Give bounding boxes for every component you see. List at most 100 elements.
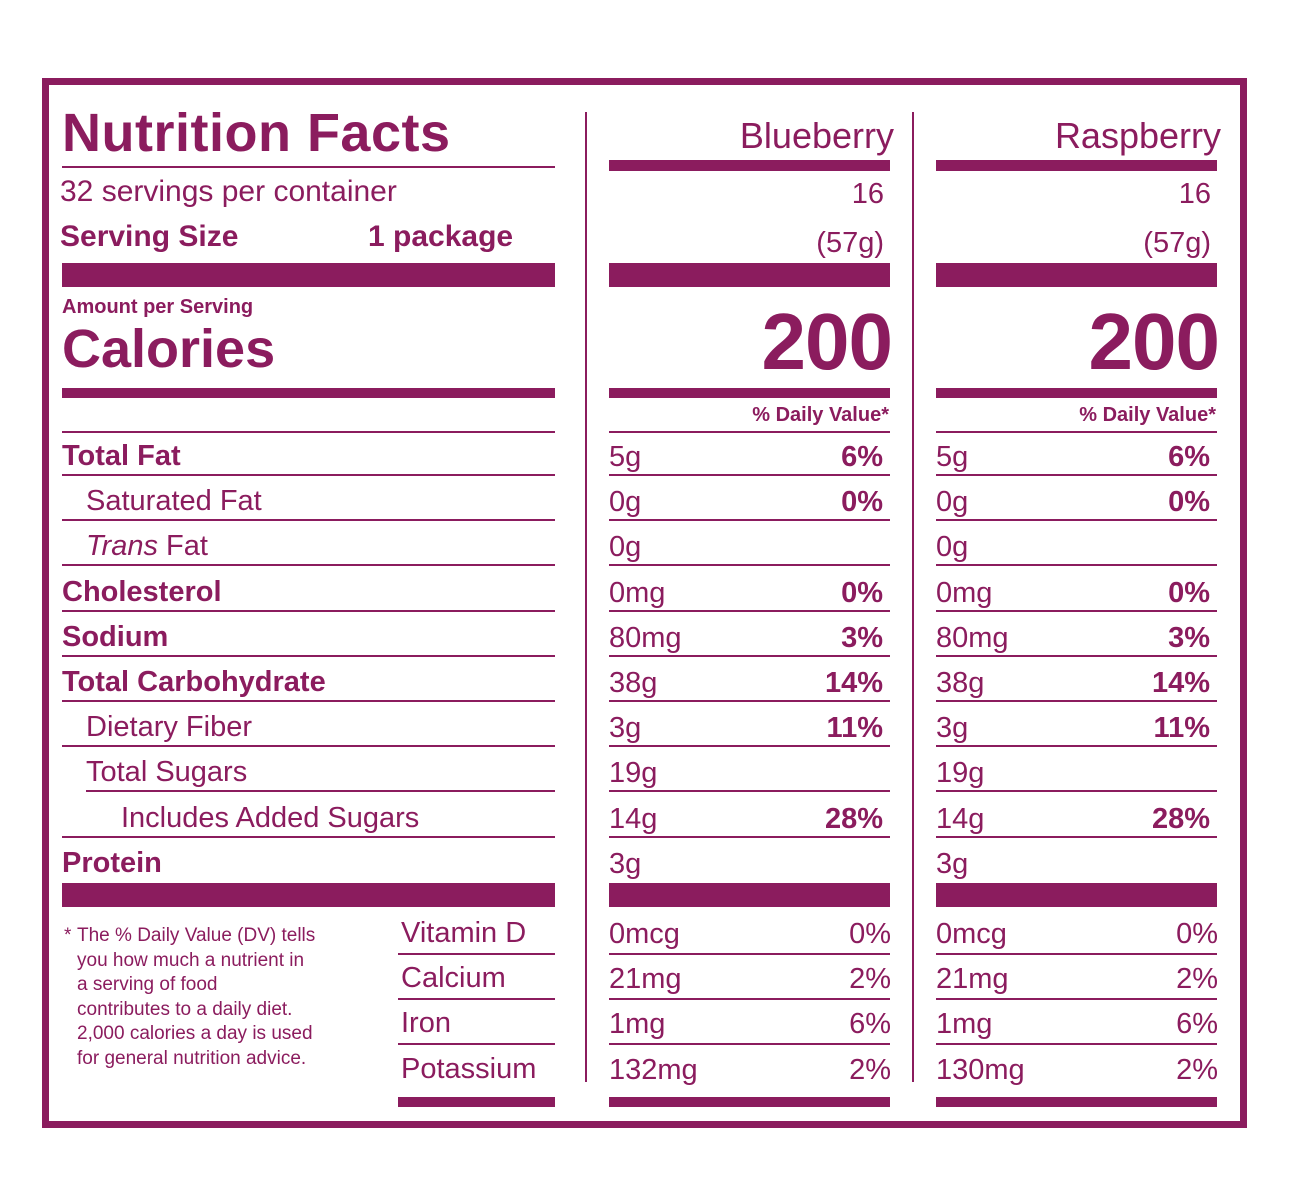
- divider: [62, 519, 555, 521]
- daily-value-header-blueberry: % Daily Value*: [752, 404, 889, 426]
- vitamin-amount: 1mg: [936, 1008, 993, 1040]
- vitamin-amount: 0mcg: [936, 918, 1007, 950]
- vitamin-label: Iron: [401, 1007, 451, 1039]
- bottom-bar: [398, 1097, 555, 1107]
- nutrient-amount: 19g: [936, 757, 985, 789]
- bottom-bar: [936, 1097, 1217, 1107]
- thick-bar: [62, 263, 555, 287]
- column-name-blueberry: Blueberry: [739, 115, 894, 156]
- nutrient-amount: 14g: [609, 803, 658, 835]
- thick-bar: [62, 883, 555, 907]
- serving-size-label: Serving Size: [60, 220, 239, 253]
- nutrient-daily-value: 6%: [841, 441, 883, 473]
- nutrient-label: Trans Fat: [86, 532, 208, 561]
- nutrient-daily-value: 0%: [1168, 486, 1210, 518]
- nutrient-amount: 0g: [609, 531, 642, 563]
- divider: [609, 474, 890, 476]
- nutrient-daily-value: 0%: [841, 486, 883, 518]
- nutrient-label-italic: Trans: [86, 530, 158, 562]
- nutrient-amount: 3g: [609, 712, 642, 744]
- divider: [62, 836, 555, 838]
- nutrient-label: Total Sugars: [86, 756, 248, 788]
- vitamin-amount: 0mcg: [609, 918, 680, 950]
- nutrient-amount: 38g: [936, 667, 985, 699]
- thick-bar: [609, 883, 890, 907]
- divider: [86, 790, 555, 792]
- vitamin-amount: 132mg: [609, 1054, 698, 1086]
- divider: [609, 836, 890, 838]
- divider: [936, 745, 1217, 747]
- divider: [936, 474, 1217, 476]
- divider: [62, 655, 555, 657]
- nutrient-daily-value: 11%: [1153, 712, 1210, 744]
- column-separator: [585, 112, 587, 1082]
- divider: [62, 700, 555, 702]
- nutrient-daily-value: 3%: [1168, 622, 1210, 654]
- divider: [62, 610, 555, 612]
- divider: [609, 790, 890, 792]
- thick-bar: [609, 263, 890, 287]
- nutrient-label: Cholesterol: [62, 576, 222, 608]
- nutrient-daily-value: 3%: [841, 622, 883, 654]
- servings-raspberry: 16: [1178, 178, 1211, 210]
- nutrient-daily-value: 28%: [1151, 803, 1210, 835]
- divider: [936, 519, 1217, 521]
- amount-per-serving: Amount per Serving: [62, 296, 254, 318]
- thick-bar: [936, 263, 1217, 287]
- divider: [62, 166, 555, 168]
- nutrient-label: Total Carbohydrate: [62, 666, 326, 698]
- footnote-line: for general nutrition advice.: [77, 1047, 307, 1069]
- nutrient-label: Total Fat: [62, 440, 181, 472]
- nutrient-daily-value: 28%: [824, 803, 883, 835]
- calories-label: Calories: [62, 319, 276, 379]
- divider: [936, 700, 1217, 702]
- nutrient-amount: 19g: [609, 757, 658, 789]
- vitamin-daily-value: 6%: [849, 1008, 891, 1040]
- label-frame: [42, 78, 1247, 1128]
- calories-blueberry: 200: [761, 297, 893, 386]
- footnote-line: contributes to a daily diet.: [77, 998, 293, 1020]
- divider: [936, 836, 1217, 838]
- servings-blueberry: 16: [851, 178, 884, 210]
- nutrient-amount: 5g: [609, 441, 642, 473]
- title: Nutrition Facts: [62, 103, 451, 163]
- nutrient-amount: 0mg: [609, 577, 666, 609]
- divider: [936, 998, 1217, 1000]
- divider: [936, 790, 1217, 792]
- nutrient-amount: 0g: [609, 486, 642, 518]
- nutrient-daily-value: 14%: [1151, 667, 1210, 699]
- nutrient-amount: 3g: [936, 848, 969, 880]
- footnote-star: *: [64, 925, 72, 946]
- nutrient-amount: 80mg: [936, 622, 1009, 654]
- medium-bar: [936, 388, 1217, 398]
- calories-raspberry: 200: [1088, 297, 1220, 386]
- nutrient-label: Saturated Fat: [86, 485, 262, 517]
- divider: [936, 655, 1217, 657]
- nutrient-daily-value: 14%: [824, 667, 883, 699]
- vitamin-daily-value: 2%: [849, 1054, 891, 1086]
- nutrient-amount: 38g: [609, 667, 658, 699]
- nutrient-daily-value: 11%: [826, 712, 883, 744]
- divider: [398, 1043, 555, 1045]
- column-bar: [609, 160, 890, 171]
- nutrient-amount: 0mg: [936, 577, 993, 609]
- vitamin-daily-value: 2%: [1176, 1054, 1218, 1086]
- divider: [398, 998, 555, 1000]
- nutrient-label: Sodium: [62, 621, 169, 653]
- vitamin-amount: 1mg: [609, 1008, 666, 1040]
- vitamin-label: Potassium: [401, 1053, 537, 1085]
- nutrient-amount: 14g: [936, 803, 985, 835]
- divider: [398, 953, 555, 955]
- nutrient-label: Includes Added Sugars: [121, 802, 420, 834]
- vitamin-amount: 130mg: [936, 1054, 1025, 1086]
- divider: [609, 953, 890, 955]
- divider: [609, 700, 890, 702]
- thick-bar: [936, 883, 1217, 907]
- vitamin-amount: 21mg: [609, 963, 682, 995]
- column-name-raspberry: Raspberry: [1054, 115, 1221, 156]
- column-separator: [912, 112, 914, 1082]
- serving-size-value: 1 package: [368, 220, 514, 253]
- nutrient-amount: 0g: [936, 486, 969, 518]
- daily-value-header-raspberry: % Daily Value*: [1079, 404, 1216, 426]
- nutrient-daily-value: 0%: [1168, 577, 1210, 609]
